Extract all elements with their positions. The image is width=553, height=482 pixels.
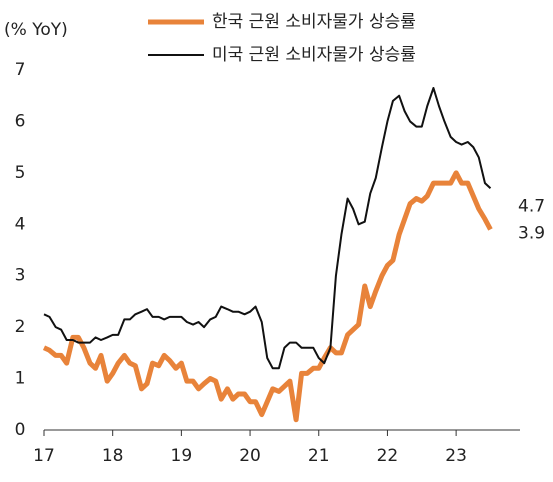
y-axis-label: (% YoY): [4, 20, 68, 40]
series-line: [43, 87, 492, 370]
x-tick-label: 23: [445, 446, 467, 466]
y-tick-label: 4: [15, 214, 26, 234]
y-tick-label: 3: [15, 266, 26, 286]
y-tick-label: 7: [15, 60, 26, 80]
legend-label: 한국 근원 소비자물가 상승률: [212, 12, 416, 32]
x-tick-label: 20: [239, 446, 261, 466]
end-label: 3.9: [518, 223, 545, 243]
y-tick-label: 0: [15, 420, 26, 440]
x-tick-label: 22: [377, 446, 399, 466]
y-tick-label: 1: [15, 369, 26, 389]
y-tick-label: 5: [15, 163, 26, 183]
legend-label: 미국 근원 소비자물가 상승률: [212, 45, 416, 65]
y-tick-label: 2: [15, 317, 26, 337]
x-tick-label: 18: [102, 446, 124, 466]
x-tick-label: 21: [308, 446, 330, 466]
y-tick-label: 6: [15, 111, 26, 131]
end-label: 4.7: [518, 196, 545, 216]
x-tick-label: 17: [33, 446, 55, 466]
x-tick-label: 19: [171, 446, 193, 466]
series-line: [42, 170, 493, 423]
